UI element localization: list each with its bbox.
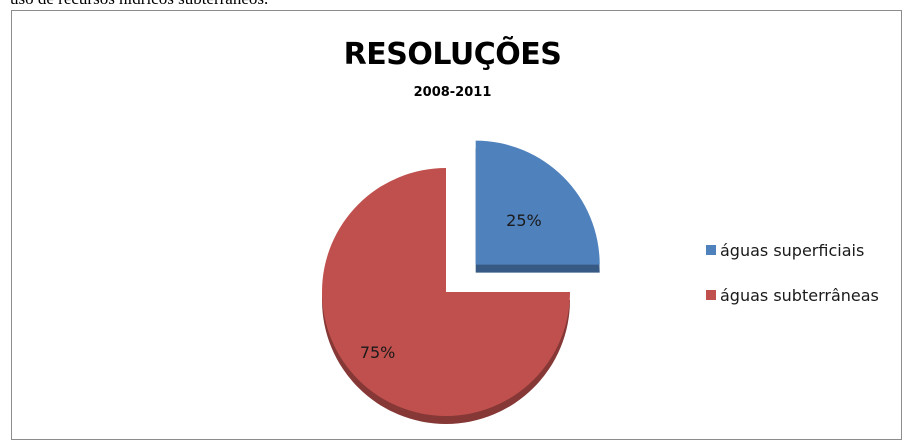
legend-label: águas superficiais — [720, 240, 865, 260]
legend-label: águas subterrâneas — [720, 285, 879, 305]
pie-slice — [322, 168, 570, 416]
chart-legend: águas superficiais águas subterrâneas — [706, 238, 879, 328]
legend-item: águas superficiais — [706, 238, 879, 262]
chart-subtitle: 2008-2011 — [413, 85, 492, 100]
pie-data-label: 25% — [506, 211, 542, 230]
legend-swatch — [706, 290, 716, 300]
legend-item: águas subterrâneas — [706, 283, 879, 307]
legend-swatch — [706, 245, 716, 255]
pie-slice — [475, 140, 600, 265]
document-text-fragment: uso de recursos hídricos subterrâneos. — [10, 0, 268, 9]
pie-chart: 25% 75% — [322, 140, 600, 424]
pie-data-label: 75% — [360, 343, 396, 362]
chart-title: RESOLUÇÕES — [343, 37, 562, 72]
